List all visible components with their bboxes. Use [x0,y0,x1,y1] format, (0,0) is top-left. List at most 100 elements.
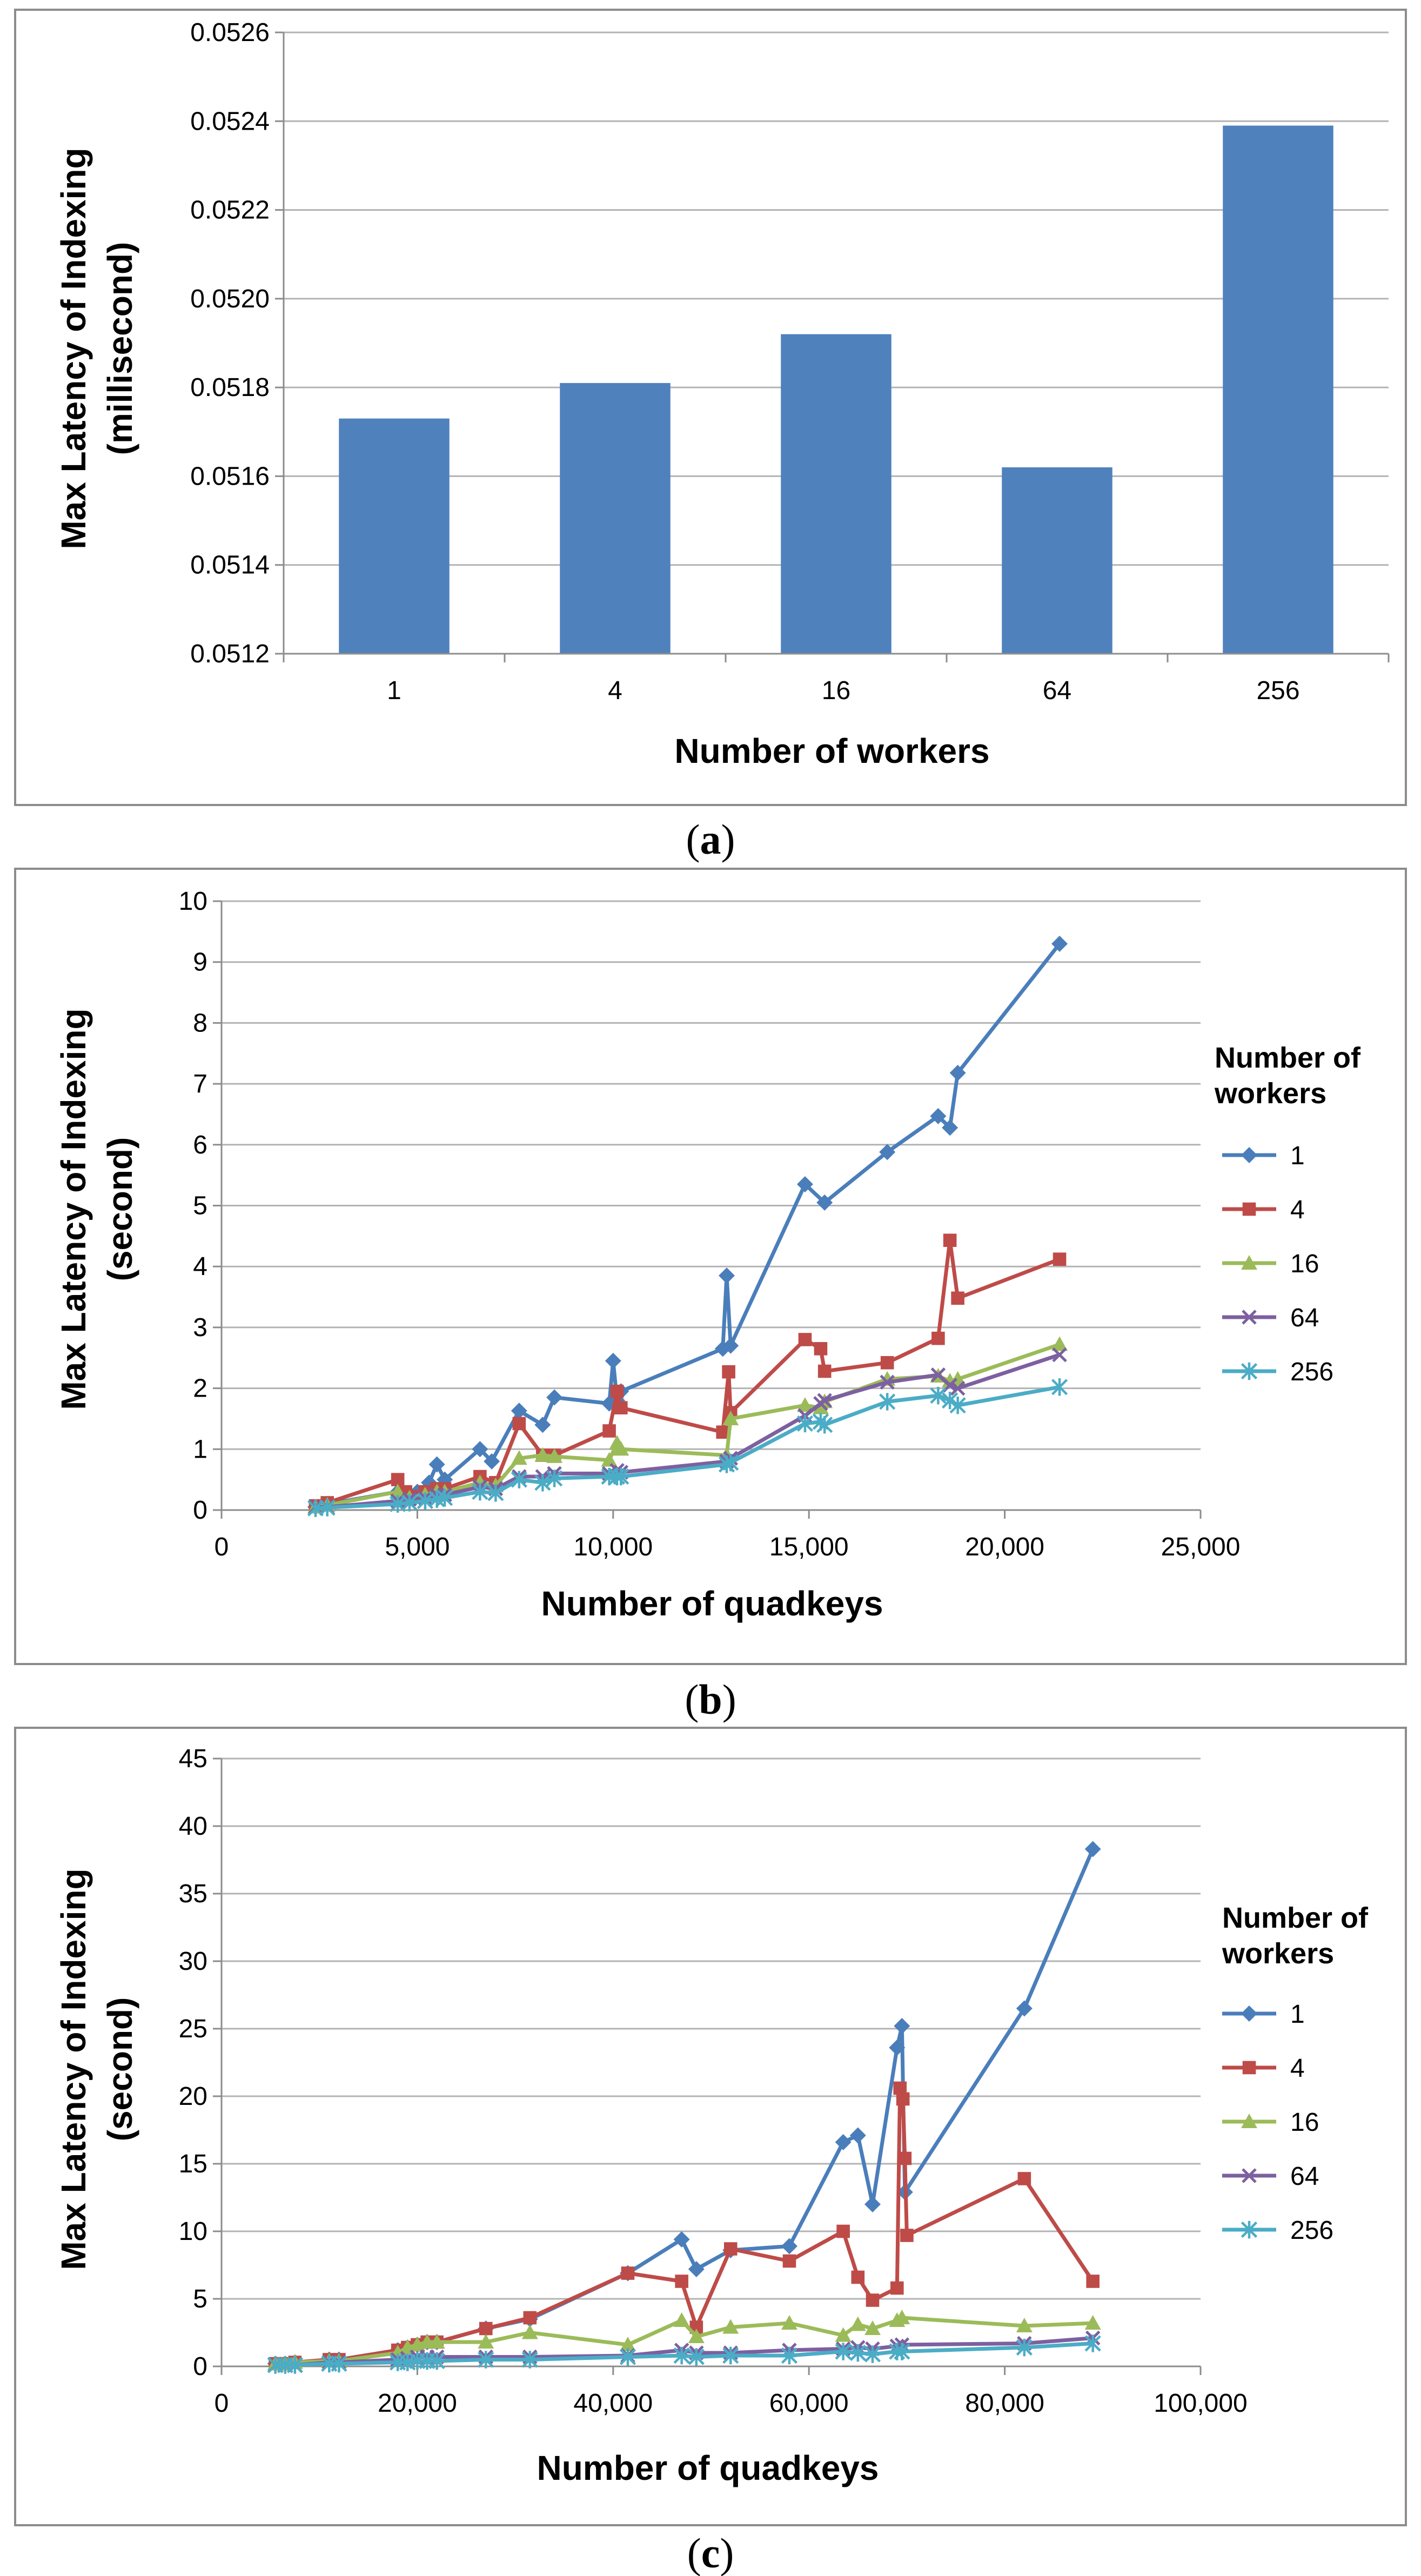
panel-c-series-1-point [894,2018,910,2034]
panel-b-y-tick-label: 2 [193,1374,207,1403]
panel-c-y-tick-label: 10 [179,2217,207,2246]
panel-b-legend-item-16: 16 [1222,1250,1319,1278]
panel-b-y-axis-title-line1: Max Latency of Indexing [54,1008,93,1410]
panel-b-legend-marker [1241,1362,1258,1380]
panel-c-series-1-point [1016,2000,1033,2017]
panel-b-x-tick-label: 20,000 [965,1533,1044,1561]
panel-c-series-1-point [1084,1841,1101,1857]
panel-b-axes [220,901,1202,1519]
panel-b-series-16-point [796,1397,813,1412]
panel-c-series-4-point [851,2270,865,2284]
panel-c-series-16-point [478,2334,494,2349]
panel-b-series-256-point [546,1470,563,1487]
panel-c-series-1-point [889,2040,906,2056]
panel-b-series-256-point [534,1474,551,1492]
panel-b-series-1-point [546,1389,563,1406]
panel-c-series-4-point [479,2322,493,2336]
panel-a-bar-1 [339,418,450,654]
panel-c-series-256-point [619,2348,636,2366]
panel-b-series-256-point [879,1393,896,1411]
panel-c-legend-marker [1241,2114,1257,2128]
panel-b-series-16-point [601,1452,618,1467]
panel-b-series-1-point [534,1417,551,1433]
panel-c-series-4-point [723,2242,738,2256]
caption-c: (c) [687,2530,734,2576]
panel-c-legend-item-256: 256 [1222,2216,1333,2245]
panel-a-y-axis-title-line1: Max Latency of Indexing [54,147,93,549]
panel-b-series-1-point [605,1352,621,1369]
panel-b-series-4-point [722,1365,735,1379]
panel-c-series-4-point [900,2229,914,2242]
panel-b-series-16-point [546,1448,563,1463]
panel-b-legend-label: 16 [1290,1250,1319,1278]
panel-c-series-1-point [673,2231,690,2248]
panel-a-x-tick-label: 1 [387,676,401,705]
panel-b-series [307,935,1068,1517]
panel-a-y-tick-label: 0.0522 [190,196,270,225]
panel-a-bar-16 [781,334,892,654]
panel-b-y-tick-label: 5 [193,1192,207,1220]
panel-b-legend-label: 1 [1290,1142,1305,1170]
panel-b-series-256-point [601,1467,618,1486]
panel-c-legend-item-1: 1 [1222,2000,1305,2029]
panel-c-x-axis-title: Number of quadkeys [537,2448,879,2487]
panel-b-series-4-point [951,1291,964,1305]
panel-c-series-4-point [621,2266,635,2280]
panel-c-y-axis-title-line2: (second) [100,1997,139,2142]
panel-c-series-4-point [782,2254,796,2268]
panel-b-y-tick-label: 7 [193,1070,207,1098]
panel-b-legend-title-line1: Number of [1215,1042,1361,1074]
panel-b-series-4-point [880,1356,894,1370]
panel-c-frame [14,1727,1407,2526]
panel-b-series-16-point [534,1447,551,1462]
panel-b-series-16-point [511,1450,527,1465]
panel-b-series-1-point [879,1144,896,1160]
panel-c-series-256-point [1016,2338,1033,2357]
panel-b-series-16-point [1051,1336,1068,1351]
panel-a-y-tick-label: 0.0524 [190,107,270,136]
panel-c-legend-title-line2: workers [1222,1937,1334,1970]
panel-c-series-256 [267,2335,1101,2374]
panel-a-bar-64 [1002,467,1112,654]
panel-a-x-tick-label: 64 [1043,676,1071,705]
panel-b-series-256-point [796,1414,814,1433]
panel-b-x-tick-label: 15,000 [769,1533,849,1561]
panel-c-series-1-point [849,2127,866,2144]
panel-b-series-1-point [511,1403,527,1419]
panel-c-series-16-point [894,2310,910,2324]
panel-c-series-256-point [722,2346,739,2365]
panel-c-series-4-point [1086,2275,1100,2288]
panel-c-series-1-point [864,2196,881,2212]
panel-a-x-tick-label: 256 [1256,676,1299,705]
panel-a-y-tick-label: 0.0512 [190,640,270,668]
panel-b-series-4-point [943,1233,957,1247]
panel-c-y-tick-label: 20 [179,2082,207,2111]
panel-b-series-4-point [512,1417,526,1431]
panel-b-x-tick-label: 10,000 [573,1533,653,1561]
panel-a-bar-4 [560,383,671,654]
panel-b-x-tick-label: 0 [215,1533,229,1561]
panel-c-y-tick-labels: 0 5 10 15 20 25 30 35 40 45 [179,1745,207,2381]
panel-c-series [267,1841,1101,2374]
panel-c-series-256-point [428,2352,445,2370]
panel-b-legend-marker [1241,1147,1257,1163]
panel-b-series-4-point [814,1342,828,1356]
panel-b-y-tick-label: 8 [193,1009,207,1037]
panel-b-x-tick-label: 5,000 [385,1533,450,1561]
panel-c-series-256-point [835,2343,852,2360]
panel-b-y-tick-label: 3 [193,1313,207,1342]
panel-c-y-tick-label: 35 [179,1880,207,1908]
panel-b-legend: Number of workers 1 4 16 64 256 [1214,1042,1361,1386]
panel-b-legend-marker [1242,1202,1256,1216]
panel-b-legend-marker [1242,1310,1257,1325]
panel-a-x-tick-labels: 1 4 16 64 256 [387,676,1299,705]
panel-c-y-tick-label: 25 [179,2015,207,2043]
panel-b-x-tick-label: 25,000 [1161,1533,1241,1561]
panel-b-series-1-point [718,1267,735,1284]
panel-c-series-256-point [673,2346,690,2365]
panel-c-legend-item-64: 64 [1222,2162,1319,2191]
panel-c-legend-label: 16 [1290,2108,1319,2137]
panel-b-series-64-point [930,1367,946,1383]
panel-b-legend-item-64: 64 [1222,1304,1319,1332]
